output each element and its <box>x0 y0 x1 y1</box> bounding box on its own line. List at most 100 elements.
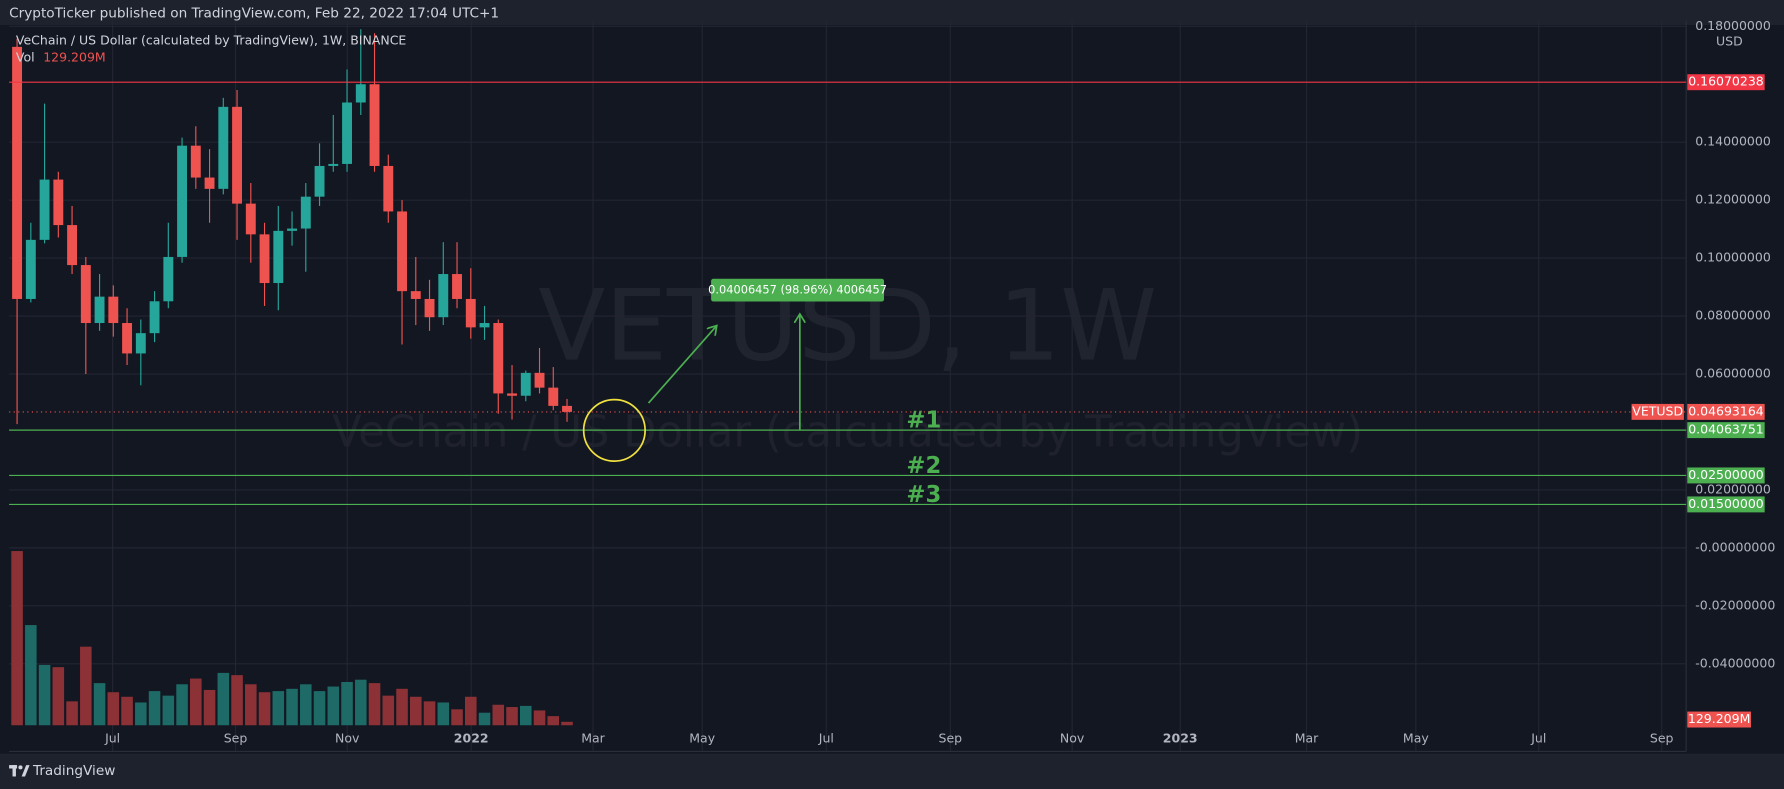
volume-bar <box>561 721 573 726</box>
level-label-box <box>1687 74 1765 91</box>
candle-body <box>534 372 545 388</box>
candle-body <box>438 274 449 318</box>
x-tick-label: Mar <box>1295 730 1319 745</box>
footer-brand: TradingView <box>32 763 115 779</box>
y-tick-label: -0.04000000 <box>1695 655 1775 670</box>
symbol-box <box>1631 403 1684 420</box>
volume-bar <box>519 705 532 726</box>
candle-body <box>397 211 407 292</box>
y-tick-label: 0.12000000 <box>1695 192 1771 207</box>
candle-body <box>177 145 188 257</box>
y-tick-label: -0.00000000 <box>1695 539 1775 554</box>
footer-bar <box>0 753 1784 789</box>
x-tick-label: Nov <box>335 730 360 745</box>
x-tick-label: May <box>1403 730 1429 745</box>
candle-body <box>25 239 36 299</box>
candle-body <box>493 323 504 394</box>
candle-body <box>53 179 64 226</box>
volume-bar <box>410 696 422 726</box>
y-tick-label: -0.02000000 <box>1695 597 1775 612</box>
volume-bar <box>231 675 243 726</box>
y-tick-label: 0.10000000 <box>1695 250 1771 265</box>
volume-bar <box>313 691 326 726</box>
y-axis-label: USD <box>1716 34 1743 49</box>
candle-body <box>259 234 270 284</box>
candle-body <box>355 84 366 103</box>
volume-bar <box>368 683 381 726</box>
x-tick-label: Jul <box>104 730 120 745</box>
level-label: 0.02500000 <box>1688 467 1764 482</box>
volume-bar <box>11 551 23 726</box>
volume-bar <box>203 689 216 726</box>
x-tick-label: Nov <box>1060 730 1085 745</box>
volume-bar <box>162 695 175 726</box>
volume-bar <box>300 684 312 726</box>
volume-bar <box>148 691 161 726</box>
volume-bar <box>382 695 395 726</box>
x-tick-label: Mar <box>581 730 605 745</box>
x-tick-label: May <box>689 730 715 745</box>
volume-bar <box>506 707 518 726</box>
header-bar <box>0 0 1784 26</box>
legend-title: VeChain / US Dollar (calculated by Tradi… <box>16 32 407 47</box>
candle-body <box>190 145 201 178</box>
legend-volume-value: 129.209M <box>43 50 105 65</box>
header-text: CryptoTicker published on TradingView.co… <box>9 6 499 22</box>
level-label-box <box>1687 496 1765 513</box>
candle-body <box>465 298 476 328</box>
candle-body <box>163 256 174 302</box>
volume-bar <box>25 625 37 726</box>
candle-body <box>328 163 339 166</box>
volume-bar <box>121 696 133 726</box>
volume-bar <box>190 678 202 726</box>
candle-body <box>135 333 146 354</box>
last-price-box <box>1687 403 1765 420</box>
volume-bar <box>272 691 285 726</box>
candle-body <box>300 196 311 229</box>
plot-area: 0.18000000 0.14000000 0.12000000 0.10000000… <box>9 18 1775 752</box>
volume-value-box <box>1687 711 1752 728</box>
volume-bar <box>93 683 106 726</box>
candle-body <box>273 230 284 284</box>
x-tick-label: Jul <box>1530 730 1546 745</box>
x-tick-label: Jul <box>818 730 834 745</box>
volume-bar <box>492 704 505 726</box>
volume-bar <box>465 696 477 726</box>
level-label-box <box>1687 422 1765 439</box>
volume-bar <box>533 710 546 726</box>
last-price-label: 0.04693164 <box>1688 403 1764 418</box>
level-annotation: #3 <box>906 482 941 508</box>
candle-body <box>122 323 133 354</box>
y-tick-label: 0.14000000 <box>1695 134 1771 149</box>
y-tick-label: 0.06000000 <box>1695 366 1771 381</box>
volume-bar <box>451 709 463 726</box>
candle-body <box>80 265 91 324</box>
volume-bar <box>423 701 436 726</box>
candle-body <box>424 298 435 318</box>
candle-body <box>369 84 380 166</box>
candle-body <box>383 165 394 212</box>
candle-body <box>94 296 105 324</box>
highlight-circle <box>582 398 646 462</box>
volume-bar <box>66 701 78 726</box>
tv-logo <box>9 765 30 777</box>
candle-body <box>67 225 78 266</box>
candle-body <box>108 296 119 324</box>
volume-bar <box>52 667 65 726</box>
level-label: 0.01500000 <box>1688 496 1764 511</box>
candle-body <box>562 405 572 412</box>
candle-body <box>218 106 229 189</box>
candle-body <box>12 46 23 299</box>
legend-volume-name: Vol <box>16 50 35 65</box>
candle-body <box>342 102 352 164</box>
volume-bar <box>135 702 147 726</box>
candle-body <box>479 323 490 328</box>
volume-bar <box>327 686 340 726</box>
volume-bar <box>437 702 450 726</box>
volume-bar <box>80 646 92 726</box>
measure-box <box>711 278 885 302</box>
x-tick-label: 2022 <box>454 730 489 745</box>
volume-bar <box>547 716 560 726</box>
x-tick-label: Sep <box>1650 730 1674 745</box>
y-tick-label: 0.18000000 <box>1695 18 1771 33</box>
